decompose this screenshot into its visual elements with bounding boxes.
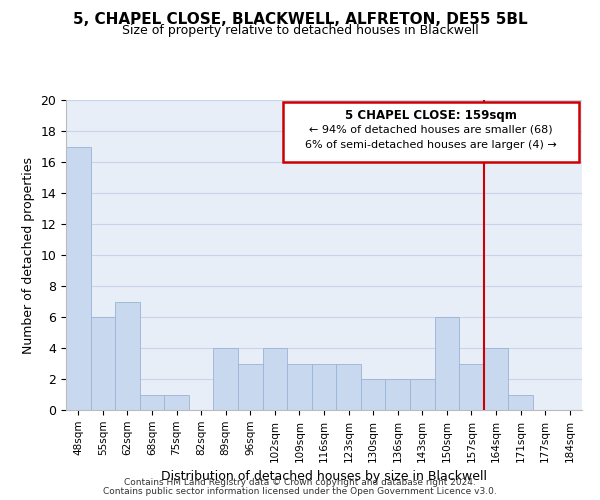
Y-axis label: Number of detached properties: Number of detached properties [22, 156, 35, 354]
Bar [263, 348, 287, 410]
FancyBboxPatch shape [283, 102, 580, 162]
Text: Size of property relative to detached houses in Blackwell: Size of property relative to detached ho… [122, 24, 478, 37]
Bar [164, 394, 189, 410]
Bar [410, 379, 434, 410]
Bar [361, 379, 385, 410]
Bar [459, 364, 484, 410]
Text: 6% of semi-detached houses are larger (4) →: 6% of semi-detached houses are larger (4… [305, 140, 557, 150]
Bar [91, 317, 115, 410]
Bar [214, 348, 238, 410]
Text: 5, CHAPEL CLOSE, BLACKWELL, ALFRETON, DE55 5BL: 5, CHAPEL CLOSE, BLACKWELL, ALFRETON, DE… [73, 12, 527, 28]
Text: ← 94% of detached houses are smaller (68): ← 94% of detached houses are smaller (68… [309, 125, 553, 135]
Bar [66, 146, 91, 410]
Text: Contains public sector information licensed under the Open Government Licence v3: Contains public sector information licen… [103, 487, 497, 496]
Bar [287, 364, 312, 410]
Bar [508, 394, 533, 410]
Bar [336, 364, 361, 410]
Bar [385, 379, 410, 410]
Bar [140, 394, 164, 410]
Text: Contains HM Land Registry data © Crown copyright and database right 2024.: Contains HM Land Registry data © Crown c… [124, 478, 476, 487]
Bar [312, 364, 336, 410]
X-axis label: Distribution of detached houses by size in Blackwell: Distribution of detached houses by size … [161, 470, 487, 483]
Bar [115, 302, 140, 410]
Bar [484, 348, 508, 410]
Text: 5 CHAPEL CLOSE: 159sqm: 5 CHAPEL CLOSE: 159sqm [345, 110, 517, 122]
Bar [238, 364, 263, 410]
Bar [434, 317, 459, 410]
